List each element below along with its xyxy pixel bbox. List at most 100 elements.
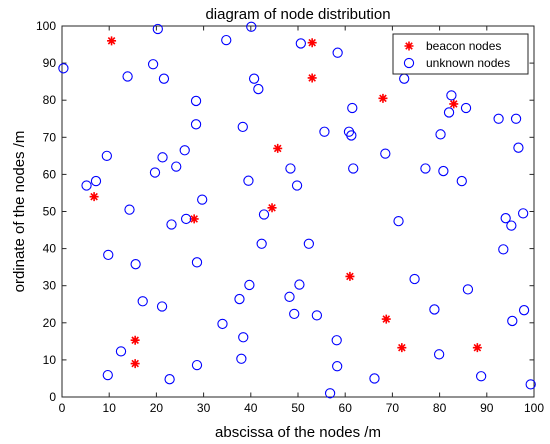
beacon-node-point [89,192,99,202]
y-tick-label: 30 [43,279,57,293]
unknown-node-point [285,163,296,174]
unknown-node-point [498,244,509,255]
y-tick-label: 20 [43,316,57,330]
unknown-node-point [179,145,190,156]
unknown-node-point [248,73,260,84]
unknown-node-point [289,308,300,320]
x-axis-title: abscissa of the nodes /m [215,424,381,441]
legend-star-icon [404,41,414,51]
unknown-node-point [347,102,358,114]
unknown-node-point [258,209,270,220]
y-tick-label: 10 [43,353,57,367]
unknown-node-point [147,59,159,70]
unknown-node-point [332,47,343,58]
unknown-node-point [475,371,487,382]
unknown-node-point [462,284,474,295]
y-tick-label: 60 [43,167,57,181]
unknown-node-point [291,180,303,191]
y-tick-label: 80 [43,93,57,107]
unknown-node-point [331,335,342,346]
y-tick-label: 50 [43,205,57,219]
y-tick-label: 90 [43,56,57,70]
unknown-node-point [197,194,208,205]
unknown-node-point [525,379,536,390]
unknown-node-point [171,161,182,172]
y-tick-label: 70 [43,130,57,144]
unknown-node-point [506,220,517,231]
beacon-node-point [345,271,355,281]
axis-ticks: 0 10 20 30 40 50 60 70 80 90 100 0 10 20 30 40 50 60 70 80 9… [36,19,544,415]
unknown-node-point [236,353,247,364]
unknown-node-point [456,175,467,187]
legend-marker-beacon [404,41,414,51]
beacon-node-point [449,99,459,109]
beacon-node-point [130,359,140,369]
unknown-node-point [137,296,148,307]
unknown-node-point [101,150,112,161]
x-tick-label: 100 [524,401,544,415]
x-tick-label: 40 [244,401,258,415]
unknown-node-point [221,34,232,46]
legend: beacon nodes unknown nodes [392,33,529,75]
unknown-node-point [90,175,102,187]
y-tick-label: 100 [36,19,56,33]
unknown-node-point [507,315,518,327]
x-tick-label: 90 [480,401,494,415]
x-tick-label: 30 [197,401,211,415]
unknown-node-point [102,369,113,381]
x-tick-label: 10 [103,401,117,415]
unknown-node-point [438,165,449,177]
x-tick-label: 0 [59,401,66,415]
unknown-node-point [346,130,357,141]
legend-marker-unknown [403,57,415,69]
unknown-node-point [238,332,249,343]
unknown-node-point [435,129,446,140]
unknown-node-point [157,152,168,163]
unknown-node-point [393,215,404,227]
beacon-node-point [130,335,140,345]
unknown-node-point [348,163,359,174]
x-tick-label: 60 [339,401,353,415]
unknown-node-point [500,213,511,224]
beacon-node-point [378,93,388,103]
unknown-node-point [510,113,522,124]
unknown-node-point [237,121,248,133]
unknown-node-point [253,83,264,95]
unknown-node-point [446,90,457,101]
chart-title: diagram of node distribution [205,6,390,23]
legend-box [392,33,529,75]
unknown-node-point [191,257,203,268]
unknown-node-point [234,293,245,305]
unknown-node-point [319,126,330,137]
unknown-node-point [166,219,177,230]
unknown-node-point [115,346,127,357]
unknown-node-point [460,102,472,114]
legend-label-unknown: unknown nodes [426,56,510,70]
unknown-node-point [256,238,267,249]
unknown-node-point [303,238,315,249]
unknown-node-point [433,349,445,360]
unknown-node-point [130,259,141,270]
unknown-node-point [518,305,530,316]
unknown-node-point [284,291,295,302]
unknown-node-point [190,119,202,130]
plot-area [61,25,535,398]
unknown-node-point [295,38,306,49]
unknown-node-point [217,318,228,330]
y-axis-title: ordinate of the nodes /m [11,131,28,293]
unknown-node-point [149,167,161,178]
y-tick-label: 0 [49,390,56,404]
beacon-node-point [397,343,407,353]
legend-label-beacon: beacon nodes [426,39,501,53]
unknown-node-point [324,388,336,399]
beacon-node-point [307,73,317,83]
unknown-node-point [180,213,192,225]
beacon-node-point [189,214,199,224]
beacon-node-point [307,38,317,48]
x-tick-label: 20 [150,401,164,415]
unknown-node-point [443,107,455,118]
unknown-node-point [332,361,343,372]
unknown-node-point [369,373,380,384]
